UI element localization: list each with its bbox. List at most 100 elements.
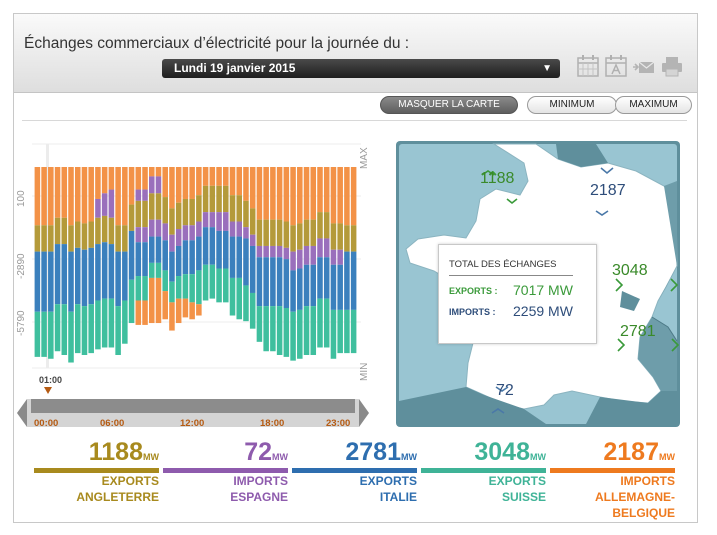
chart-bar-segment[interactable] <box>149 167 155 177</box>
chart-bar-segment[interactable] <box>249 167 256 209</box>
chart-bar-segment[interactable] <box>196 221 202 237</box>
chart-bar-segment[interactable] <box>162 223 168 241</box>
chart-bar-segment[interactable] <box>223 230 229 269</box>
chart-bar-segment[interactable] <box>142 300 148 325</box>
chart-bar-segment[interactable] <box>41 311 47 357</box>
chart-bar-segment[interactable] <box>256 257 263 307</box>
chart-bar-segment[interactable] <box>54 244 61 305</box>
chart-bar-segment[interactable] <box>149 193 155 220</box>
chart-bar-segment[interactable] <box>68 251 74 312</box>
chart-bar-segment[interactable] <box>330 309 337 359</box>
chart-bar-segment[interactable] <box>330 167 337 224</box>
chart-bar-segment[interactable] <box>88 247 94 305</box>
chart-bar-segment[interactable] <box>303 167 310 220</box>
chart-bar-segment[interactable] <box>249 208 256 235</box>
chart-bar-segment[interactable] <box>290 167 296 226</box>
chart-bar-segment[interactable] <box>317 298 323 348</box>
chart-bar-segment[interactable] <box>243 238 249 286</box>
chart-bar-segment[interactable] <box>122 167 128 226</box>
chart-bar-segment[interactable] <box>276 167 283 220</box>
chart-bar-segment[interactable] <box>236 167 242 196</box>
chart-bar-segment[interactable] <box>263 257 269 307</box>
chart-bar-segment[interactable] <box>270 167 276 220</box>
chart-bar-segment[interactable] <box>162 167 168 198</box>
chart-bar-segment[interactable] <box>350 225 357 252</box>
chart-bar-segment[interactable] <box>41 225 47 252</box>
chart-bar-segment[interactable] <box>88 167 94 222</box>
chart-bar-segment[interactable] <box>74 167 81 222</box>
chart-bar-segment[interactable] <box>270 219 276 246</box>
chart-bar-segment[interactable] <box>128 167 135 205</box>
chart-bar-segment[interactable] <box>283 167 290 222</box>
hide-map-button[interactable]: MASQUER LA CARTE <box>380 96 518 114</box>
chart-bar-segment[interactable] <box>149 176 155 194</box>
chart-bar-segment[interactable] <box>162 270 168 292</box>
chart-bar-segment[interactable] <box>95 167 101 199</box>
chart-bar-segment[interactable] <box>175 202 182 230</box>
chart-bar-segment[interactable] <box>162 240 168 271</box>
chart-bar-segment[interactable] <box>108 244 115 299</box>
chart-bar-segment[interactable] <box>175 298 182 324</box>
chart-bar-segment[interactable] <box>223 167 229 186</box>
chart-bar-segment[interactable] <box>276 306 283 355</box>
chart-bar-segment[interactable] <box>41 167 47 226</box>
chart-bar-segment[interactable] <box>330 264 337 310</box>
chart-bar-segment[interactable] <box>74 304 81 354</box>
chart-bar-segment[interactable] <box>196 195 202 222</box>
chart-bar-segment[interactable] <box>209 212 216 228</box>
chart-bar-segment[interactable] <box>149 277 155 324</box>
chart-bar-segment[interactable] <box>196 304 202 316</box>
chart-bar-segment[interactable] <box>169 208 175 235</box>
chart-bar-segment[interactable] <box>337 249 343 265</box>
chart-bar-segment[interactable] <box>142 276 148 301</box>
chart-bar-segment[interactable] <box>256 306 263 342</box>
chart-bar-segment[interactable] <box>122 225 128 252</box>
chart-bar-segment[interactable] <box>317 167 323 213</box>
chart-bar-segment[interactable] <box>297 167 303 224</box>
chart-bar-segment[interactable] <box>149 262 155 278</box>
chart-bar-segment[interactable] <box>310 245 317 265</box>
chart-bar-segment[interactable] <box>95 300 101 350</box>
chart-bar-segment[interactable] <box>81 249 88 307</box>
chart-bar-segment[interactable] <box>128 230 135 280</box>
chart-bar-segment[interactable] <box>135 167 142 190</box>
chart-bar-segment[interactable] <box>175 167 182 203</box>
chart-bar-segment[interactable] <box>175 229 182 246</box>
chart-bar-segment[interactable] <box>303 264 310 307</box>
chart-bar-segment[interactable] <box>101 193 108 216</box>
chart-bar-segment[interactable] <box>142 242 148 277</box>
chart-bar-segment[interactable] <box>88 304 94 354</box>
chart-bar-segment[interactable] <box>297 223 303 250</box>
chart-bar-segment[interactable] <box>283 221 290 248</box>
chart-bar-segment[interactable] <box>34 311 41 357</box>
maximum-button[interactable]: MAXIMUM <box>615 96 692 114</box>
date-select[interactable]: Lundi 19 janvier 2015 ▼ <box>162 59 560 78</box>
calendar-a-icon[interactable] <box>604 54 628 78</box>
chart-bar-segment[interactable] <box>48 251 54 312</box>
chart-bar-segment[interactable] <box>283 247 290 260</box>
chart-bar-segment[interactable] <box>155 193 162 220</box>
chart-bar-segment[interactable] <box>54 304 61 352</box>
chart-bar-segment[interactable] <box>95 198 101 218</box>
chart-bar-segment[interactable] <box>350 167 357 226</box>
chart-bar-segment[interactable] <box>270 306 276 352</box>
scroll-right-icon[interactable] <box>359 399 369 427</box>
stat-suisse[interactable]: 3048MW EXPORTS SUISSE <box>421 438 546 505</box>
scroll-left-icon[interactable] <box>17 399 27 427</box>
chart-bar-segment[interactable] <box>189 198 195 226</box>
chart-bar-segment[interactable] <box>108 189 115 218</box>
chart-bar-segment[interactable] <box>216 212 222 231</box>
chart-bar-segment[interactable] <box>344 309 350 354</box>
chart-bar-segment[interactable] <box>297 249 303 269</box>
chart-bar-segment[interactable] <box>337 167 343 224</box>
chart-bar-segment[interactable] <box>283 259 290 308</box>
chart-bar-segment[interactable] <box>169 281 175 303</box>
chart-bar-segment[interactable] <box>155 236 162 263</box>
stat-espagne[interactable]: 72MW IMPORTS ESPAGNE <box>163 438 288 505</box>
chart-bar-segment[interactable] <box>317 212 323 239</box>
chart-bar-segment[interactable] <box>101 298 108 348</box>
chart-bar-segment[interactable] <box>276 245 283 258</box>
chart-bar-segment[interactable] <box>155 219 162 237</box>
chart-bar-segment[interactable] <box>256 167 263 220</box>
chart-bar-segment[interactable] <box>81 223 88 250</box>
